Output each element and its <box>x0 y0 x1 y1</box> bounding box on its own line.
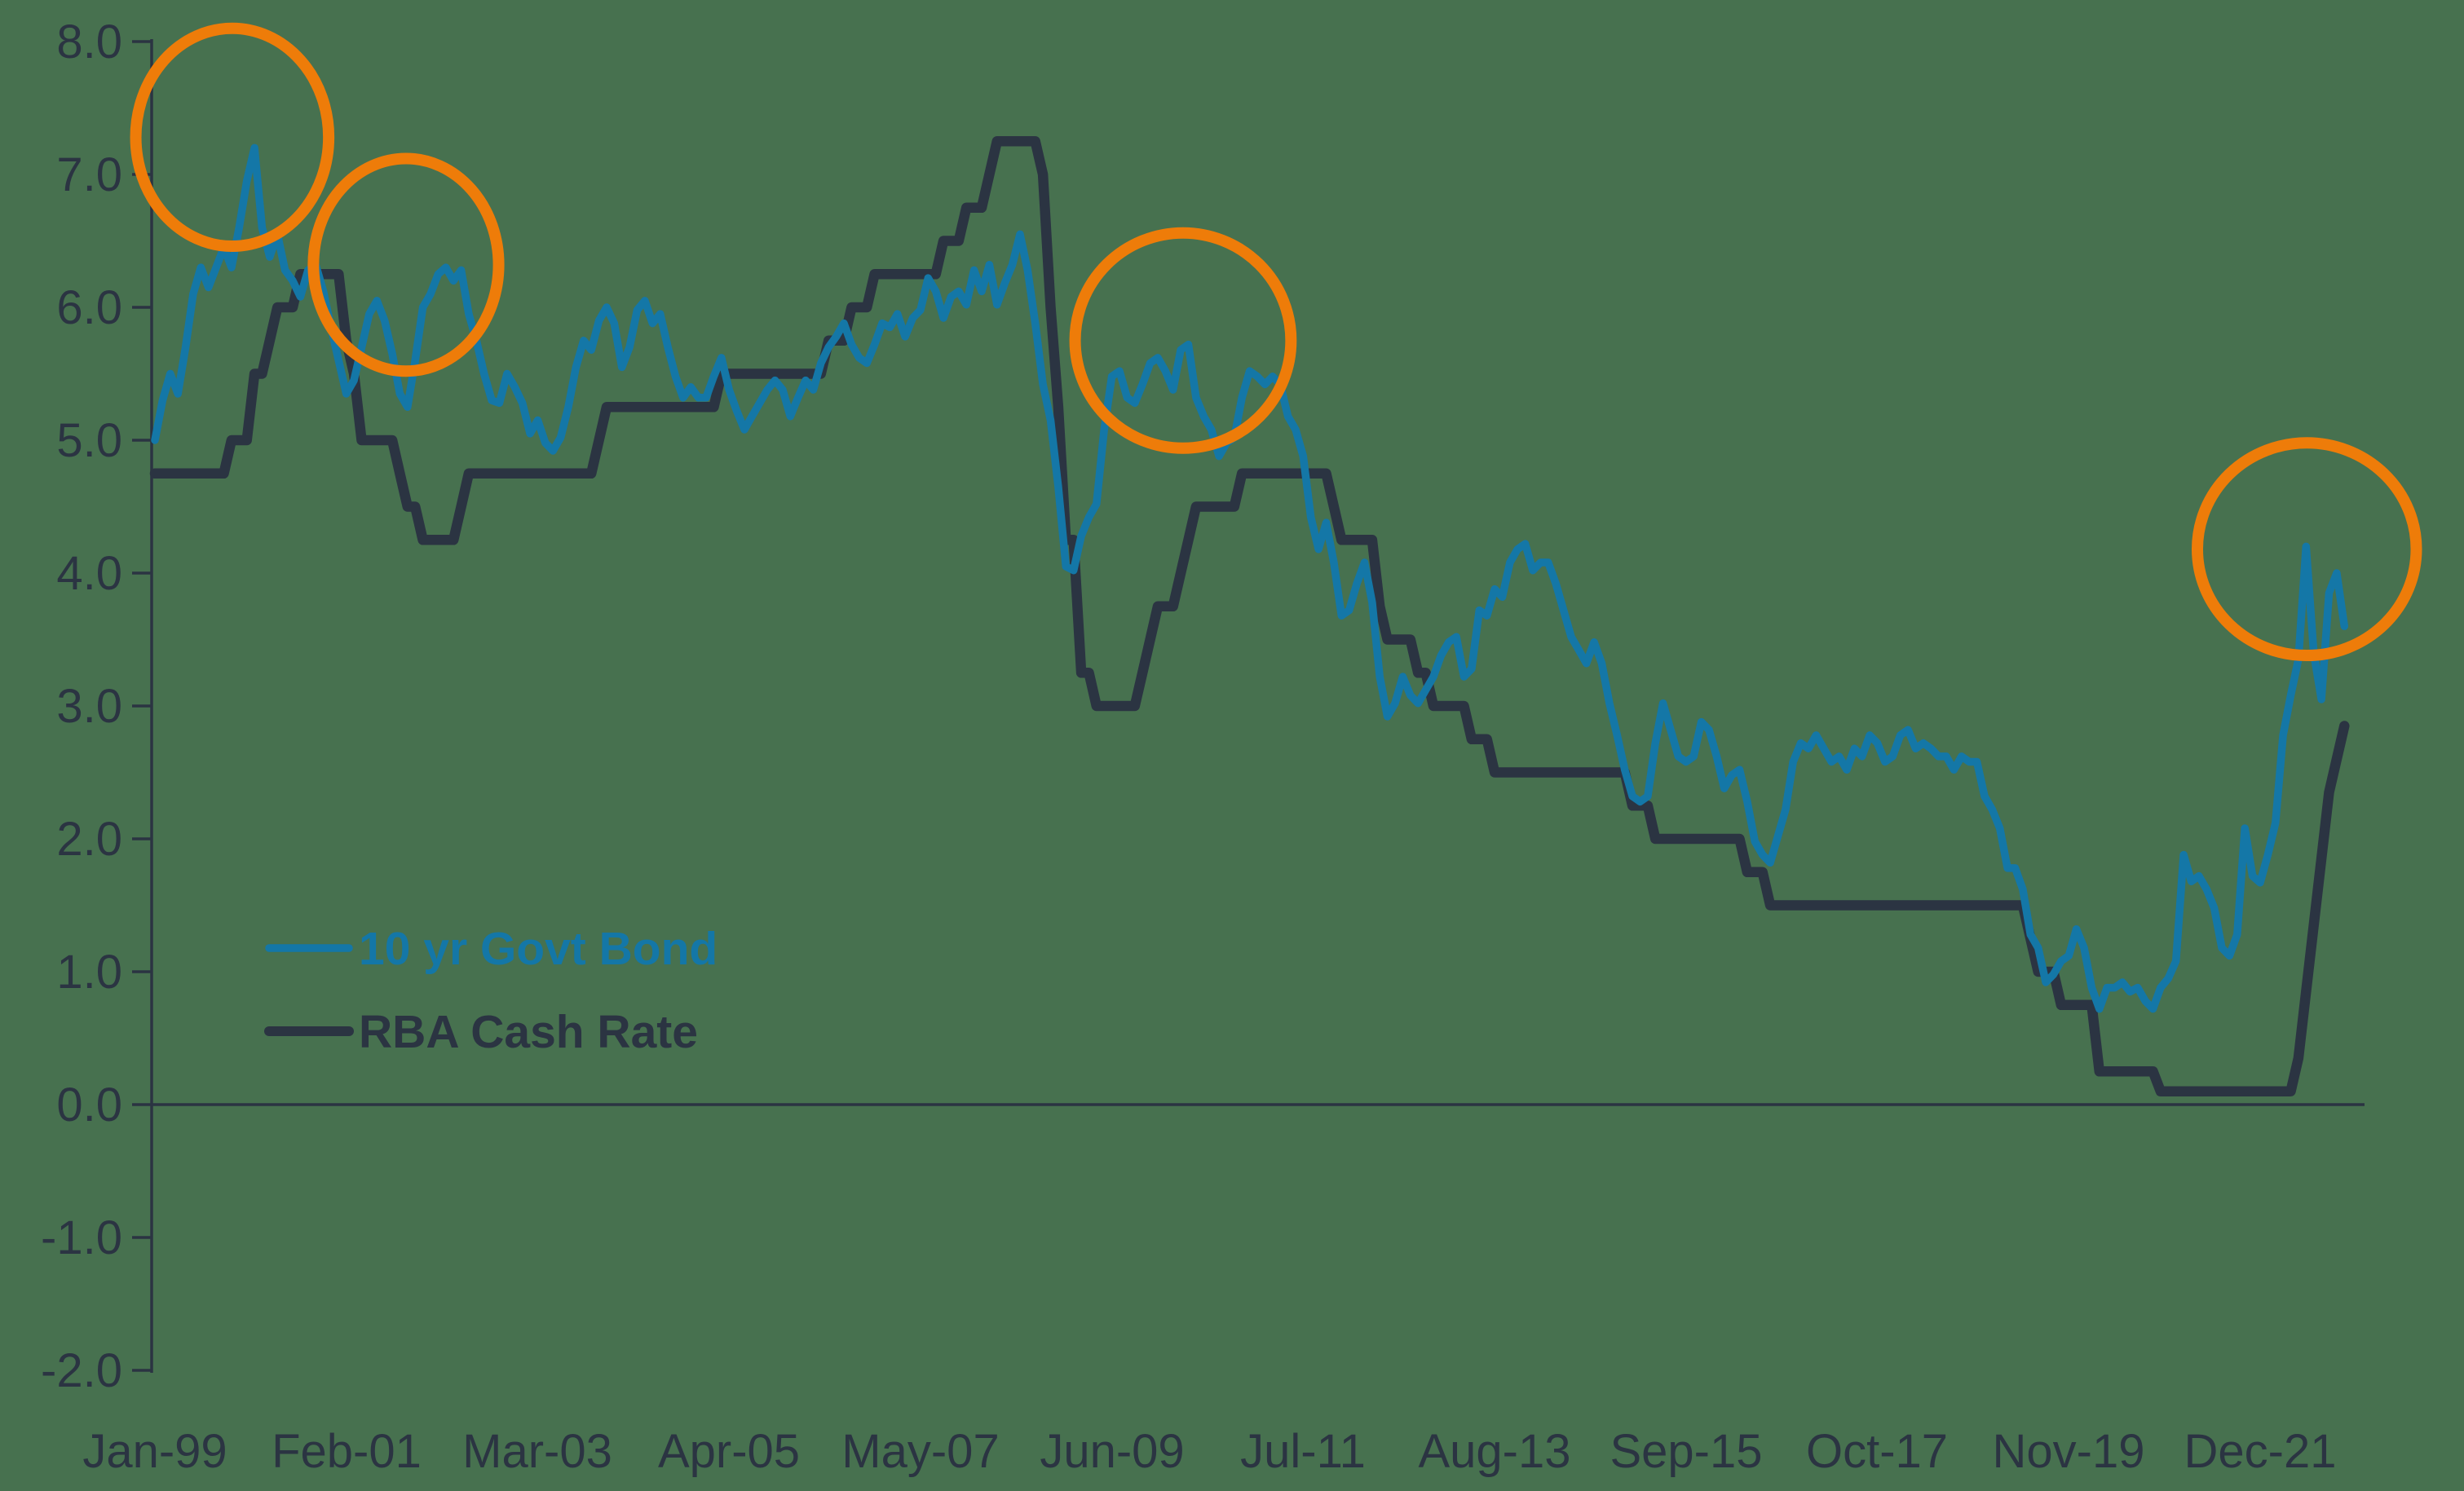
y-tick-label: 5.0 <box>56 414 122 467</box>
legend-item-bond: 10 yr Govt Bond <box>265 923 718 975</box>
rba-cash-rate-line <box>149 136 2350 1096</box>
y-tick-label: -1.0 <box>41 1211 122 1264</box>
x-tick-label: Sep-15 <box>1610 1425 1762 1478</box>
y-tick-label: 8.0 <box>56 15 122 68</box>
x-axis: Jan-99 Feb-01 Mar-03 Apr-05 May-07 Jun-0… <box>82 1103 2365 1478</box>
x-tick-label: Dec-21 <box>2184 1425 2337 1478</box>
legend: 10 yr Govt Bond RBA Cash Rate <box>264 923 718 1058</box>
x-tick-label: Jun-09 <box>1040 1425 1184 1478</box>
y-tick-label: 4.0 <box>56 547 122 600</box>
x-tick-label: Jul-11 <box>1240 1425 1366 1478</box>
highlight-circle-2000-peak <box>130 22 335 253</box>
y-tick-label: 2.0 <box>56 813 122 866</box>
highlight-circle-2002-peak <box>307 152 505 377</box>
highlight-circle-2022-peak <box>2191 437 2422 662</box>
x-tick-label: May-07 <box>841 1425 999 1478</box>
x-tick-label: Feb-01 <box>272 1425 422 1478</box>
cash-legend-label: RBA Cash Rate <box>359 1006 698 1058</box>
y-axis: 8.0 7.0 6.0 5.0 4.0 3.0 2.0 1.0 0.0 -1.0… <box>41 15 153 1397</box>
y-tick-label: 1.0 <box>56 946 122 999</box>
x-tick-label: Oct-17 <box>1806 1425 1948 1478</box>
x-tick-label: Aug-13 <box>1418 1425 1570 1478</box>
bond-legend-label: 10 yr Govt Bond <box>359 923 718 975</box>
legend-item-cash: RBA Cash Rate <box>264 1006 698 1058</box>
x-tick-label: Jan-99 <box>82 1425 227 1478</box>
x-tick-label: Apr-05 <box>658 1425 800 1478</box>
govt-bond-yield-line <box>151 143 2349 1013</box>
y-tick-label: 6.0 <box>56 281 122 334</box>
y-axis-ticks <box>132 40 152 1372</box>
highlight-circle-2010-peak <box>1069 227 1297 454</box>
x-tick-label: Mar-03 <box>462 1425 612 1478</box>
y-tick-label: 0.0 <box>56 1079 122 1131</box>
x-tick-label: Nov-19 <box>1993 1425 2145 1478</box>
y-tick-label: -2.0 <box>41 1344 122 1397</box>
y-tick-label: 7.0 <box>56 148 122 201</box>
y-tick-label: 3.0 <box>56 680 122 733</box>
